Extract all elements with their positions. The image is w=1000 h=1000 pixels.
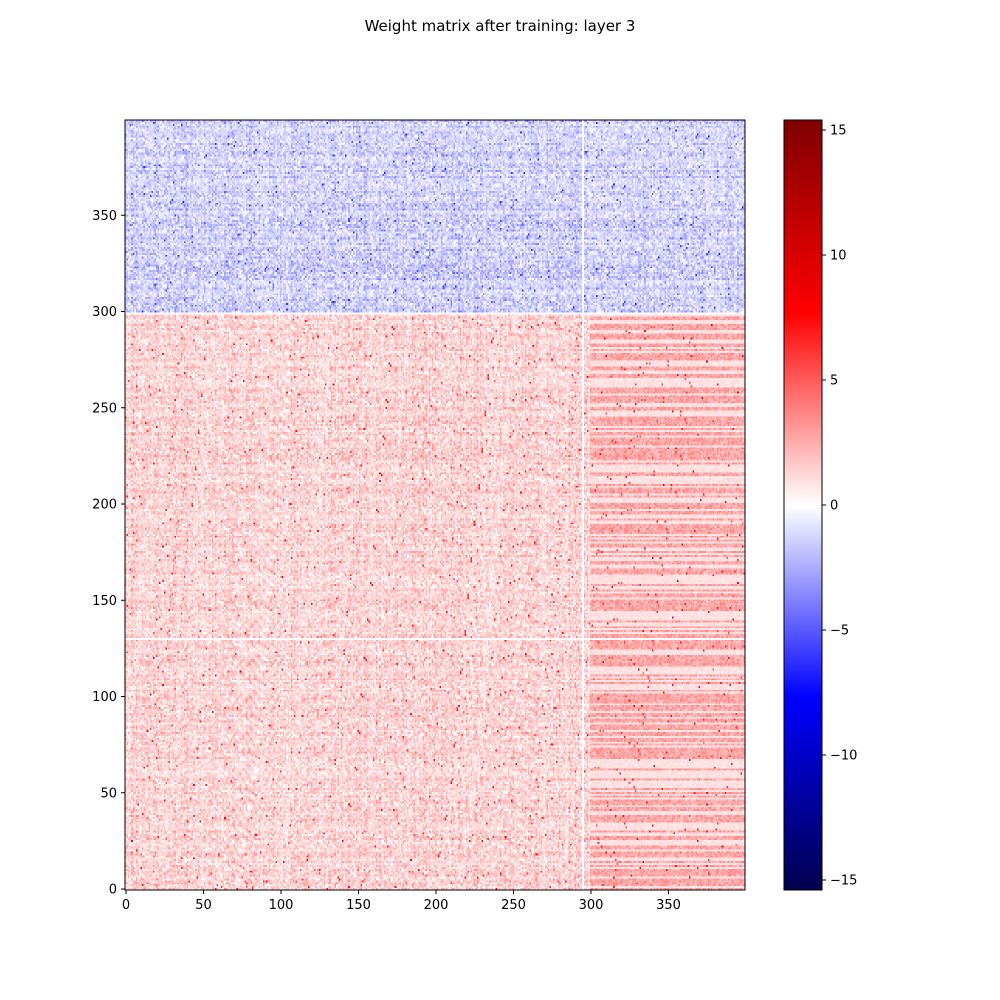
colorbar-tick-label: −5 bbox=[830, 624, 849, 639]
colorbar-bar bbox=[783, 119, 823, 891]
colorbar-tick-label: 10 bbox=[830, 249, 847, 264]
colorbar-tick-label: 5 bbox=[830, 374, 838, 389]
y-axis-ticks: 0 50 100 150 200 250 300 350 bbox=[92, 209, 125, 898]
y-tick-label: 50 bbox=[100, 786, 117, 801]
colorbar-tick-label: −10 bbox=[830, 749, 857, 764]
x-tick-label: 300 bbox=[579, 898, 604, 913]
y-tick-label: 300 bbox=[92, 305, 117, 320]
y-tick-label: 100 bbox=[92, 690, 117, 705]
chart-title: Weight matrix after training: layer 3 bbox=[364, 17, 636, 35]
x-axis-ticks: 0 50 100 150 200 250 300 350 bbox=[122, 890, 681, 913]
colorbar-tick-label: 15 bbox=[830, 124, 847, 139]
y-tick-label: 350 bbox=[92, 209, 117, 224]
y-tick-label: 250 bbox=[92, 401, 117, 416]
x-tick-label: 0 bbox=[122, 898, 130, 913]
axes-frame bbox=[124, 119, 746, 891]
x-tick-label: 150 bbox=[346, 898, 371, 913]
x-tick-label: 350 bbox=[656, 898, 681, 913]
x-tick-label: 100 bbox=[269, 898, 294, 913]
colorbar-tick-label: −15 bbox=[830, 874, 857, 889]
y-tick-label: 200 bbox=[92, 498, 117, 513]
colorbar bbox=[783, 119, 823, 891]
x-tick-label: 200 bbox=[424, 898, 449, 913]
colorbar-tick-label: 0 bbox=[830, 499, 838, 514]
colorbar-ticks: −15 −10 −5 0 5 10 15 bbox=[822, 124, 857, 889]
x-tick-label: 50 bbox=[195, 898, 212, 913]
y-tick-label: 150 bbox=[92, 594, 117, 609]
heatmap-image bbox=[125, 120, 745, 890]
x-tick-label: 250 bbox=[501, 898, 526, 913]
heatmap-axes bbox=[124, 119, 746, 891]
y-tick-label: 0 bbox=[109, 883, 117, 898]
